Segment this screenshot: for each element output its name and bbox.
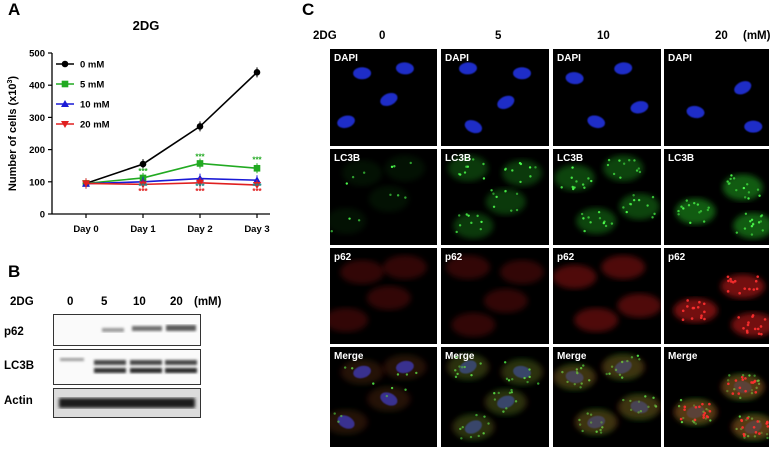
micrograph-lc3b-20mm: LC3B	[664, 149, 769, 245]
panel-b-unit: (mM)	[194, 296, 222, 308]
y-tick-label: 100	[29, 177, 45, 188]
blot-label-lc3b: LC3B	[4, 360, 35, 372]
micrograph-dapi-20mm: DAPI	[664, 49, 769, 146]
data-point	[82, 180, 90, 188]
data-point	[196, 123, 204, 130]
x-tick-label: Day 0	[73, 224, 98, 235]
data-point	[253, 69, 261, 76]
panel-c-dose-0: 0	[379, 30, 386, 42]
data-point	[196, 179, 204, 187]
panel-c-header-label: 2DG	[313, 30, 337, 42]
micrograph-lc3b-0mm: LC3B	[330, 149, 437, 245]
legend-marker	[61, 60, 69, 68]
panel-b-header-label: 2DG	[10, 296, 34, 308]
significance-label: ***	[138, 182, 148, 191]
panel-c-dose-2: 10	[597, 30, 610, 42]
micrograph-label: LC3B	[445, 153, 472, 164]
micrograph-merge-5mm: Merge	[441, 347, 549, 447]
y-tick-label: 200	[29, 145, 45, 156]
panel-c-dose-3: 20	[715, 30, 728, 42]
panel-b-letter: B	[8, 262, 21, 281]
blot-label-p62: p62	[4, 326, 24, 338]
chart-title: 2DG	[133, 18, 160, 33]
panel-c-dose-1: 5	[495, 30, 502, 42]
micrograph-label: Merge	[334, 351, 364, 362]
legend-marker	[61, 80, 69, 88]
micrograph-p62-5mm: p62	[441, 248, 549, 344]
significance-label: ***	[195, 187, 205, 196]
micrograph-label: DAPI	[445, 53, 469, 64]
panel-b-dose-0: 0	[67, 296, 74, 308]
legend-marker	[61, 100, 69, 107]
x-tick-label: Day 1	[130, 224, 156, 235]
x-tick-label: Day 2	[187, 224, 212, 235]
panel-b-dose-2: 10	[133, 296, 146, 308]
legend-marker	[61, 121, 69, 128]
micrograph-p62-20mm: p62	[664, 248, 769, 344]
blot-band-p62	[53, 314, 201, 346]
micrograph-dapi-5mm: DAPI	[441, 49, 549, 146]
micrograph-label: Merge	[557, 351, 587, 362]
micrograph-label: Merge	[668, 351, 698, 362]
legend-label: 20 mM	[80, 120, 110, 131]
significance-label: ***	[252, 187, 262, 196]
micrograph-dapi-10mm: DAPI	[553, 49, 661, 146]
micrograph-label: DAPI	[668, 53, 692, 64]
blot-band-actin	[53, 388, 201, 418]
micrograph-lc3b-5mm: LC3B	[441, 149, 549, 245]
legend-label: 10 mM	[80, 100, 110, 111]
data-point	[253, 182, 261, 190]
micrograph-merge-10mm: Merge	[553, 347, 661, 447]
micrograph-label: p62	[334, 252, 352, 263]
significance-label: ***	[252, 182, 262, 191]
y-tick-label: 500	[29, 49, 45, 60]
y-tick-label: 0	[40, 210, 45, 221]
series-line-10-mM	[85, 177, 258, 185]
data-point	[253, 176, 261, 184]
micrograph-merge-20mm: Merge	[664, 347, 769, 447]
significance-label: ***	[252, 155, 262, 164]
micrograph-merge-0mm: Merge	[330, 347, 437, 447]
micrograph-label: LC3B	[334, 153, 361, 164]
blot-band-lc3b	[53, 349, 201, 385]
significance-label: ***	[138, 187, 148, 196]
microscopy-grid: DAPI DAPI DAPI DAPI LC3B LC3B LC3B LC3B p62 p62 p6…	[330, 49, 769, 447]
micrograph-label: DAPI	[334, 53, 358, 64]
micrograph-label: LC3B	[557, 153, 584, 164]
micrograph-label: LC3B	[668, 153, 695, 164]
data-point	[253, 164, 261, 172]
panel-a-line-chart: 2DG 0 100 200 300 400 500 Day 0 Day 1 Day 2 Day 3 N…	[7, 18, 270, 235]
panel-c-unit: (mM)	[743, 30, 771, 42]
micrograph-p62-10mm: p62	[553, 248, 661, 344]
micrograph-label: p62	[668, 252, 686, 263]
micrograph-p62-0mm: p62	[330, 248, 437, 344]
data-point	[139, 181, 147, 189]
significance-label: ***	[195, 182, 205, 191]
micrograph-label: Merge	[445, 351, 475, 362]
y-axis-label: Number of cells (x103)	[7, 76, 19, 192]
data-point	[139, 160, 147, 168]
panel-a-letter: A	[8, 0, 21, 19]
y-tick-label: 300	[29, 113, 45, 124]
data-point	[196, 160, 204, 167]
significance-label: ***	[195, 152, 205, 161]
panel-b-dose-1: 5	[101, 296, 108, 308]
significance-label: ***	[138, 167, 148, 176]
series-line-5-mM	[85, 162, 258, 185]
micrograph-lc3b-10mm: LC3B	[553, 149, 661, 245]
legend-label: 0 mM	[80, 60, 104, 71]
micrograph-label: p62	[445, 252, 463, 263]
micrograph-label: p62	[557, 252, 575, 263]
x-tick-label: Day 3	[244, 224, 269, 235]
panel-b-dose-3: 20	[170, 296, 183, 308]
legend-label: 5 mM	[80, 80, 104, 91]
micrograph-label: DAPI	[557, 53, 581, 64]
micrograph-dapi-0mm: DAPI	[330, 49, 437, 146]
y-tick-label: 400	[29, 81, 45, 92]
series-line-20-mM	[85, 181, 258, 186]
panel-c-letter: C	[302, 0, 315, 19]
blot-label-actin: Actin	[4, 395, 33, 407]
series-line-0-mM	[85, 71, 258, 185]
